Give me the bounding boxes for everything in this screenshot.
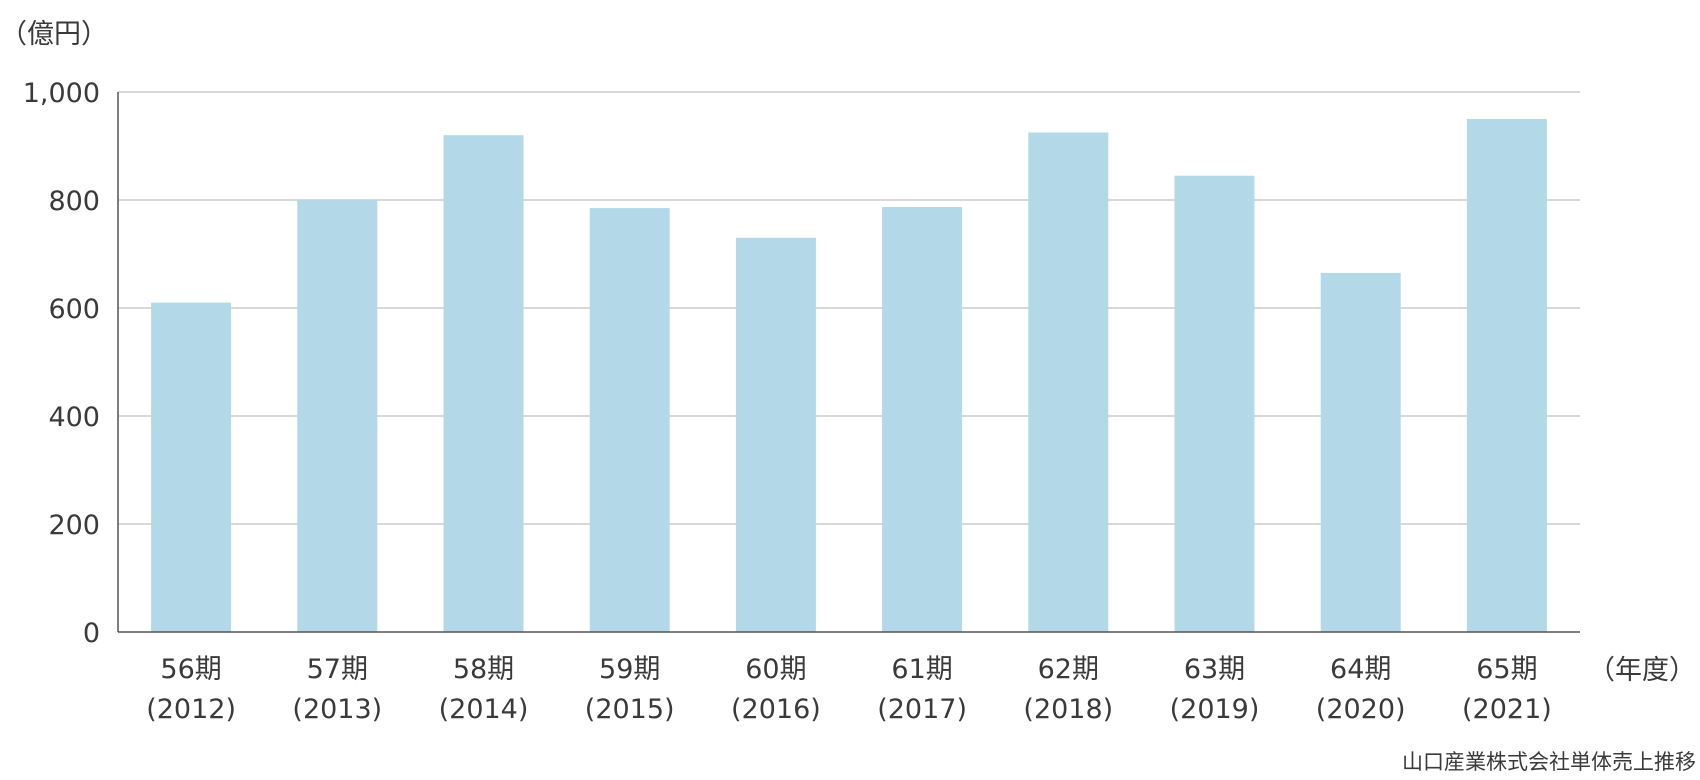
y-tick-label: 0	[83, 618, 100, 649]
bar-9	[1466, 119, 1547, 632]
x-tick-label-period: 58期	[453, 654, 514, 685]
x-tick-label-period: 60期	[745, 654, 806, 685]
x-tick-label-year: (2016)	[731, 694, 821, 725]
x-tick-label-period: 62期	[1038, 654, 1099, 685]
bar-5	[882, 207, 963, 632]
x-tick-label-year: (2013)	[292, 694, 382, 725]
x-tick-labels: 56期 (2012) 57期 (2013) 58期 (2014) 59期 (2015) 60期 (…	[146, 654, 1552, 725]
x-tick-label-year: (2019)	[1170, 694, 1260, 725]
x-tick-label-period: 59期	[599, 654, 660, 685]
y-tick-label: 800	[48, 186, 100, 217]
x-tick-label-year: (2018)	[1023, 694, 1113, 725]
x-tick-label-year: (2020)	[1316, 694, 1406, 725]
chart-caption: 山口産業株式会社単体売上推移	[1402, 750, 1696, 774]
x-tick-label-period: 57期	[307, 654, 368, 685]
y-tick-label: 400	[48, 402, 100, 433]
x-tick-label-year: (2014)	[439, 694, 529, 725]
x-tick-label-year: (2021)	[1462, 694, 1552, 725]
x-tick-label-year: (2017)	[877, 694, 967, 725]
x-tick-label-year: (2015)	[585, 694, 675, 725]
x-tick-label-period: 61期	[891, 654, 952, 685]
x-axis-unit-label: （年度）	[1588, 655, 1696, 686]
x-tick-label-period: 56期	[160, 654, 221, 685]
bars	[151, 119, 1547, 633]
bar-4	[735, 237, 816, 633]
bar-8	[1320, 272, 1401, 632]
bar-7	[1174, 175, 1255, 632]
bar-2	[443, 135, 524, 632]
x-tick-label-year: (2012)	[146, 694, 236, 725]
y-axis-unit-label: （億円）	[0, 19, 108, 50]
x-tick-label-period: 63期	[1184, 654, 1245, 685]
bar-0	[151, 302, 232, 632]
y-tick-labels: 0 200 400 600 800 1,000	[23, 78, 100, 649]
y-tick-label: 600	[48, 294, 100, 325]
x-tick-label-period: 64期	[1330, 654, 1391, 685]
bar-3	[589, 208, 670, 632]
y-tick-label: 200	[48, 510, 100, 541]
y-tick-label: 1,000	[23, 78, 100, 109]
x-tick-label-period: 65期	[1476, 654, 1537, 685]
axes	[117, 92, 1580, 633]
bar-1	[297, 200, 378, 632]
bar-6	[1028, 132, 1109, 632]
